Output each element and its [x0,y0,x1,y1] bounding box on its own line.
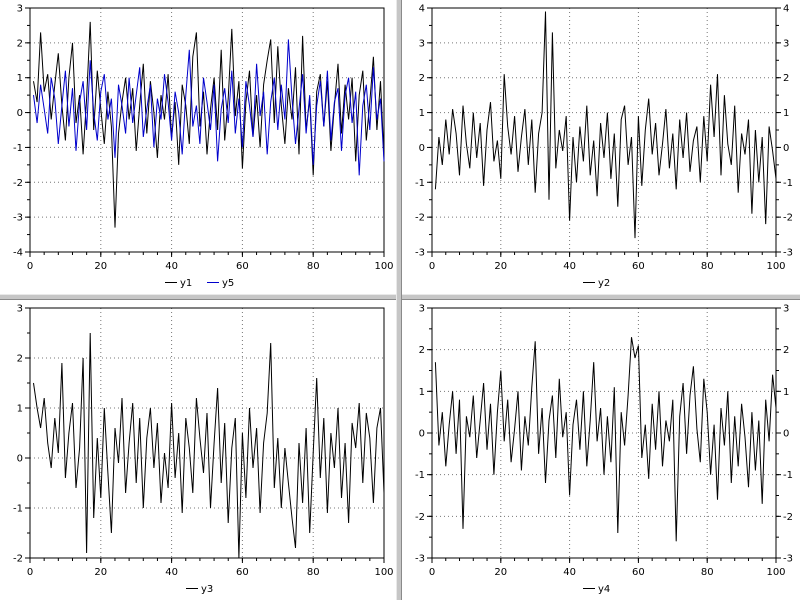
svg-text:1: 1 [419,108,425,119]
svg-text:-2: -2 [783,213,793,224]
svg-text:-1: -1 [783,178,793,189]
vertical-separator [396,0,402,600]
svg-text:0: 0 [419,143,425,154]
svg-text:60: 60 [632,261,645,272]
svg-text:2: 2 [419,73,425,84]
svg-text:-2: -2 [415,512,425,523]
svg-text:100: 100 [766,567,785,578]
y3-line-chart: 0 20 40 60 80 100 -2 -1 0 1 2 3 y3 [13,304,394,596]
svg-text:40: 40 [563,261,576,272]
svg-text:2: 2 [17,38,23,49]
y1-y5-line-chart: 0 20 40 60 80 100 -4 -3 -2 -1 0 1 2 3 y1 y5 [13,4,394,290]
svg-text:20: 20 [94,567,107,578]
svg-text:3: 3 [17,304,23,315]
svg-text:0: 0 [27,261,33,272]
svg-text:-1: -1 [13,504,23,515]
svg-text:y5: y5 [222,278,234,289]
svg-text:y3: y3 [201,584,213,595]
svg-text:y4: y4 [598,584,610,595]
svg-text:80: 80 [701,261,714,272]
svg-text:3: 3 [419,304,425,315]
svg-text:3: 3 [783,304,789,315]
svg-text:80: 80 [701,567,714,578]
svg-text:4: 4 [419,4,425,15]
svg-text:3: 3 [17,4,23,15]
svg-text:20: 20 [494,261,507,272]
svg-text:-1: -1 [415,470,425,481]
svg-text:0: 0 [27,567,33,578]
svg-text:y1: y1 [180,278,192,289]
svg-text:100: 100 [374,567,393,578]
svg-text:-3: -3 [415,248,425,259]
svg-text:100: 100 [766,261,785,272]
svg-text:0: 0 [429,567,435,578]
svg-text:20: 20 [494,567,507,578]
svg-text:80: 80 [307,261,320,272]
svg-text:-3: -3 [783,554,793,565]
svg-text:0: 0 [783,143,789,154]
svg-text:2: 2 [17,354,23,365]
svg-text:0: 0 [17,454,23,465]
svg-text:-4: -4 [13,248,23,259]
subplot-y1-y5: 0 20 40 60 80 100 -4 -3 -2 -1 0 1 2 3 y1 y5 [0,0,396,294]
svg-text:1: 1 [783,108,789,119]
svg-text:0: 0 [17,108,23,119]
svg-text:4: 4 [783,4,789,15]
svg-text:-1: -1 [13,143,23,154]
svg-text:1: 1 [17,404,23,415]
svg-text:-3: -3 [415,554,425,565]
svg-text:40: 40 [165,261,178,272]
svg-text:-2: -2 [13,554,23,565]
svg-text:2: 2 [783,345,789,356]
svg-text:-1: -1 [415,178,425,189]
svg-text:20: 20 [94,261,107,272]
subplot-y3: 0 20 40 60 80 100 -2 -1 0 1 2 3 y3 [0,300,396,600]
svg-text:2: 2 [419,345,425,356]
svg-text:-2: -2 [13,178,23,189]
svg-text:1: 1 [17,73,23,84]
svg-text:60: 60 [236,567,249,578]
svg-text:0: 0 [783,429,789,440]
svg-text:0: 0 [429,261,435,272]
svg-text:80: 80 [307,567,320,578]
svg-text:3: 3 [783,38,789,49]
y2-line-chart: 0 20 40 60 80 100 -3 -3 -2 -2 -1 -1 0 0 1 1 2 2 3 3 4 4 y2 [415,4,793,290]
svg-text:60: 60 [632,567,645,578]
subplot-y4: 0 20 40 60 80 100 -3 -3 -2 -2 -1 -1 0 0 1 1 2 2 3 3 y4 [402,300,800,600]
svg-text:3: 3 [419,38,425,49]
svg-text:-3: -3 [13,213,23,224]
svg-text:y2: y2 [598,278,610,289]
svg-text:-1: -1 [783,470,793,481]
svg-text:0: 0 [419,429,425,440]
y4-line-chart: 0 20 40 60 80 100 -3 -3 -2 -2 -1 -1 0 0 1 1 2 2 3 3 y4 [415,304,793,596]
svg-text:1: 1 [783,387,789,398]
svg-text:40: 40 [165,567,178,578]
svg-text:40: 40 [563,567,576,578]
svg-text:1: 1 [419,387,425,398]
svg-text:100: 100 [374,261,393,272]
svg-text:-2: -2 [783,512,793,523]
svg-text:-3: -3 [783,248,793,259]
svg-text:-2: -2 [415,213,425,224]
subplot-y2: 0 20 40 60 80 100 -3 -3 -2 -2 -1 -1 0 0 1 1 2 2 3 3 4 4 y2 [402,0,800,294]
svg-text:2: 2 [783,73,789,84]
svg-text:60: 60 [236,261,249,272]
